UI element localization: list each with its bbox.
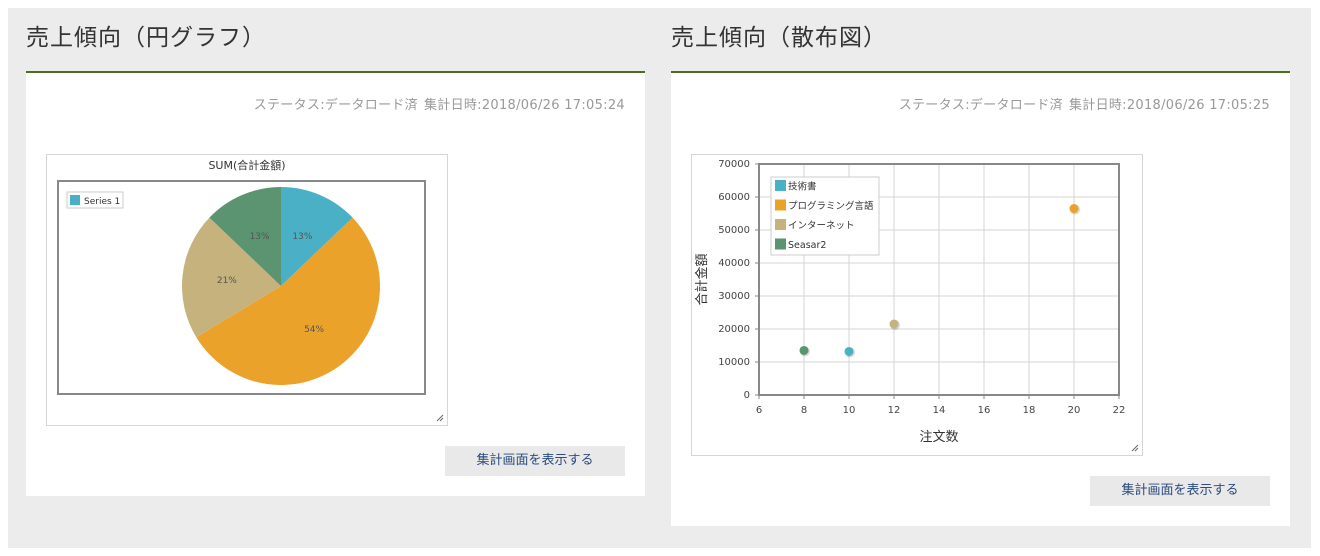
resize-grip-icon[interactable] [436,414,444,422]
scatter-points [799,204,1080,358]
panel-title: 売上傾向（散布図） [671,25,887,51]
x-tick-label: 6 [756,405,762,416]
pie-slice[interactable] [281,187,353,286]
resize-grip-icon[interactable] [1131,444,1139,452]
scatter-point[interactable] [1069,204,1079,214]
scatter-point[interactable] [844,346,854,356]
pie-slice[interactable] [196,217,381,386]
x-tick-label: 12 [888,405,901,416]
scatter-chart-container[interactable]: 6 8 10 12 14 16 18 20 22 0 10000 20000 30000 40000 500… [691,154,1143,456]
legend-item-label: Series 1 [84,197,120,207]
pie-chart: SUM(合計金額) Series 1 13% 54% 21% 13% [57,158,426,395]
x-axis-label: 注文数 [919,430,958,445]
y-tick-label: 60000 [718,192,750,203]
show-summary-button[interactable]: 集計画面を表示する [445,446,625,476]
legend-swatch [775,219,786,230]
pie-slice[interactable] [209,187,281,286]
x-tick-label: 20 [1068,405,1081,416]
scatter-point[interactable] [889,319,899,329]
legend-swatch [775,199,786,211]
legend-swatch [775,180,786,191]
slice-data-label: 54% [304,325,324,335]
scatter-chart: 6 8 10 12 14 16 18 20 22 0 10000 20000 30000 40000 500… [694,159,1125,445]
y-tick-label: 20000 [718,324,750,335]
plot-area-frame [758,163,1120,396]
legend-item-label: 技術書 [788,181,817,193]
pie-slice[interactable] [182,217,281,338]
x-tick-label: 18 [1023,405,1036,416]
panel-divider [671,71,1290,73]
axis-ticks: 6 8 10 12 14 16 18 20 22 0 10000 20000 30000 40000 500… [718,159,1125,416]
legend-item-label: Seasar2 [788,240,826,251]
x-tick-label: 16 [978,405,991,416]
status-line: ステータス:データロード済 集計日時:2018/06/26 17:05:25 [893,94,1270,113]
panel-body: ステータス:データロード済 集計日時:2018/06/26 17:05:24 SU… [26,73,645,496]
legend-swatch [70,195,80,205]
y-tick-label: 0 [744,390,750,401]
panel-body: ステータス:データロード済 集計日時:2018/06/26 17:05:25 6 8… [671,73,1290,526]
pie-chart-container[interactable]: SUM(合計金額) Series 1 13% 54% 21% 13% [46,154,448,426]
y-tick-label: 70000 [718,159,750,170]
legend-item-label: インターネット [788,221,855,232]
chart-legend: Series 1 [66,191,124,209]
x-tick-label: 22 [1113,405,1126,416]
scatter-point[interactable] [799,345,809,355]
y-tick-label: 10000 [718,357,750,368]
x-tick-label: 10 [843,405,856,416]
timestamp-text: 集計日時:2018/06/26 17:05:25 [1068,98,1270,113]
slice-data-label: 21% [217,276,237,286]
chart-title: SUM(合計金額) [208,158,285,172]
dashboard-background: 売上傾向（円グラフ） ステータス:データロード済 集計日時:2018/06/26 … [8,8,1311,548]
show-summary-button[interactable]: 集計画面を表示する [1090,476,1270,506]
panel-title: 売上傾向（円グラフ） [26,25,266,51]
slice-data-label: 13% [250,232,270,242]
status-text: ステータス:データロード済 [253,98,418,113]
y-tick-label: 50000 [718,225,750,236]
pie-labels: 13% 54% 21% 13% [217,232,325,335]
status-text: ステータス:データロード済 [898,98,1063,113]
y-axis-label: 合計金額 [694,253,710,305]
y-tick-label: 30000 [718,291,750,302]
legend-box [770,176,880,256]
x-tick-label: 8 [801,405,807,416]
panel-divider [26,71,645,73]
legend-box [66,191,124,209]
slice-data-label: 13% [292,232,312,242]
status-line: ステータス:データロード済 集計日時:2018/06/26 17:05:24 [248,94,625,113]
pie-slices [182,187,381,386]
y-tick-label: 40000 [718,258,750,269]
timestamp-text: 集計日時:2018/06/26 17:05:24 [423,98,625,113]
x-tick-label: 14 [933,405,946,416]
legend-swatch [775,238,786,250]
legend-item-label: プログラミング言語 [788,200,874,212]
